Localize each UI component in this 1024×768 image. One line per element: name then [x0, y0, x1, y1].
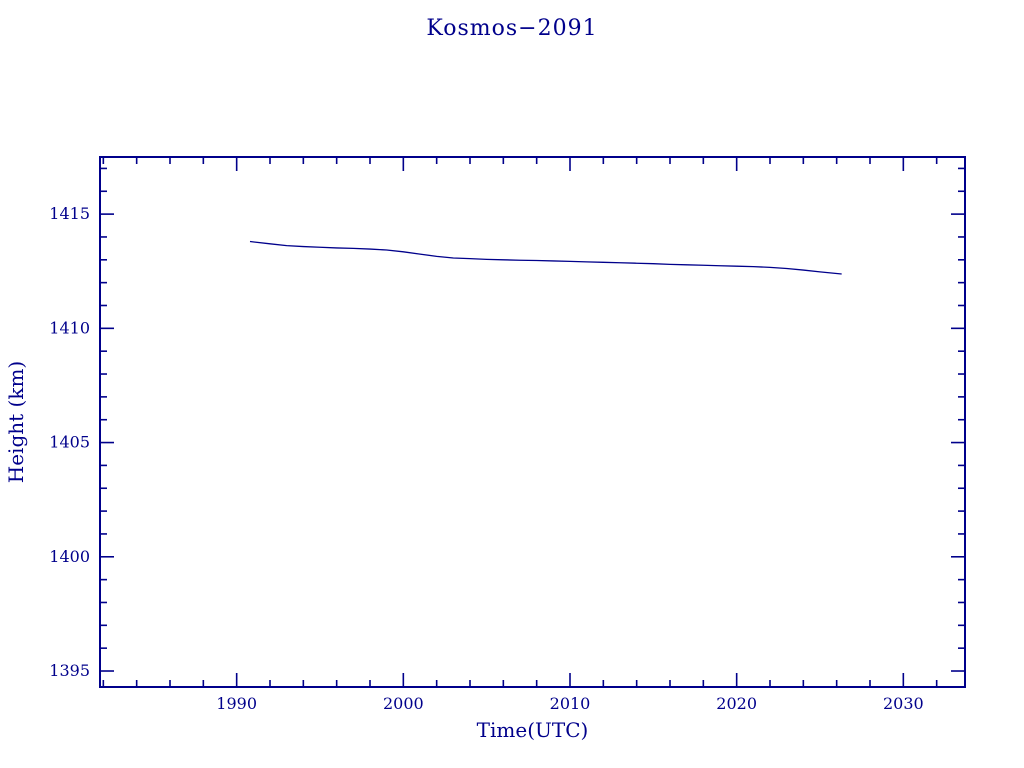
x-tick-label: 2000 [383, 694, 424, 713]
x-tick-label: 2020 [716, 694, 757, 713]
chart-title: Kosmos−2091 [426, 16, 598, 41]
x-tick-label: 2010 [550, 694, 591, 713]
y-tick-label: 1405 [49, 433, 90, 452]
y-tick-label: 1410 [49, 318, 90, 337]
y-tick-label: 1415 [49, 204, 90, 223]
plot-frame [99, 156, 966, 688]
x-tick-label: 1990 [216, 694, 257, 713]
x-tick-label: 2030 [883, 694, 924, 713]
height-data-line [249, 240, 842, 275]
x-axis-label: Time(UTC) [476, 718, 589, 742]
y-tick-label: 1400 [49, 547, 90, 566]
y-axis-label: Height (km) [4, 360, 28, 484]
y-tick-label: 1395 [49, 661, 90, 680]
